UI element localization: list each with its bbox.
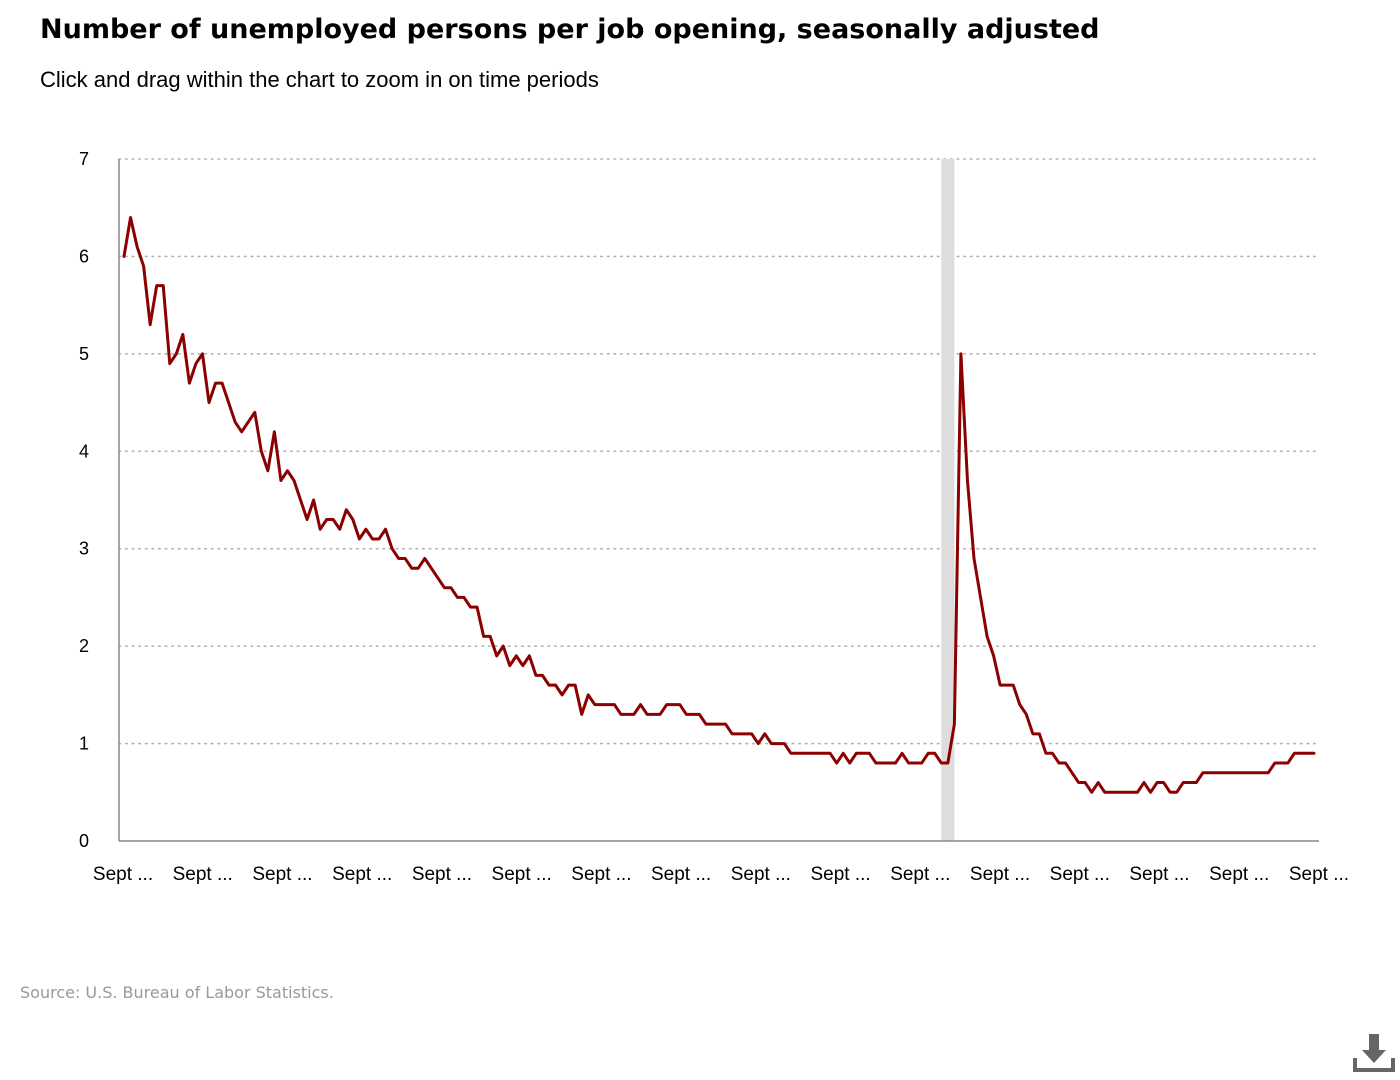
y-tick-label: 2 bbox=[79, 636, 89, 656]
x-tick-label: Sept ... bbox=[651, 864, 711, 885]
y-tick-label: 1 bbox=[79, 734, 89, 754]
y-tick-label: 6 bbox=[79, 246, 89, 266]
gridlines bbox=[118, 158, 1320, 745]
x-tick-label: Sept ... bbox=[412, 864, 472, 885]
series-line bbox=[122, 215, 1316, 794]
y-tick-labels: 0 1 2 3 4 5 6 7 bbox=[79, 149, 89, 851]
chart-subtitle: Click and drag within the chart to zoom … bbox=[40, 67, 599, 92]
recession-band bbox=[941, 159, 955, 841]
y-tick-label: 0 bbox=[79, 831, 89, 851]
x-tick-label: Sept ... bbox=[492, 864, 552, 885]
x-tick-label: Sept ... bbox=[93, 864, 153, 885]
axes bbox=[118, 159, 1319, 842]
x-tick-label: Sept ... bbox=[252, 864, 312, 885]
download-icon bbox=[1353, 1034, 1395, 1072]
x-tick-label: Sept ... bbox=[890, 864, 950, 885]
x-tick-label: Sept ... bbox=[970, 864, 1030, 885]
x-tick-label: Sept ... bbox=[731, 864, 791, 885]
y-tick-label: 4 bbox=[79, 441, 89, 461]
x-tick-label: Sept ... bbox=[1050, 864, 1110, 885]
x-tick-label: Sept ... bbox=[332, 864, 392, 885]
x-tick-label: Sept ... bbox=[173, 864, 233, 885]
y-tick-label: 7 bbox=[79, 149, 89, 169]
y-tick-label: 3 bbox=[79, 539, 89, 559]
series-layer bbox=[122, 215, 1316, 794]
chart-title: Number of unemployed persons per job ope… bbox=[40, 14, 1100, 45]
x-tick-labels: Sept ... Sept ... Sept ... Sept ... Sept ...… bbox=[93, 864, 1349, 885]
recession-bands bbox=[941, 159, 955, 841]
x-tick-label: Sept ... bbox=[1129, 864, 1189, 885]
y-tick-label: 5 bbox=[79, 344, 89, 364]
x-tick-label: Sept ... bbox=[810, 864, 870, 885]
x-tick-label: Sept ... bbox=[1209, 864, 1269, 885]
source-note: Source: U.S. Bureau of Labor Statistics. bbox=[20, 983, 334, 1002]
download-button[interactable] bbox=[1352, 1030, 1396, 1074]
x-tick-label: Sept ... bbox=[1289, 864, 1349, 885]
x-tick-label: Sept ... bbox=[571, 864, 631, 885]
